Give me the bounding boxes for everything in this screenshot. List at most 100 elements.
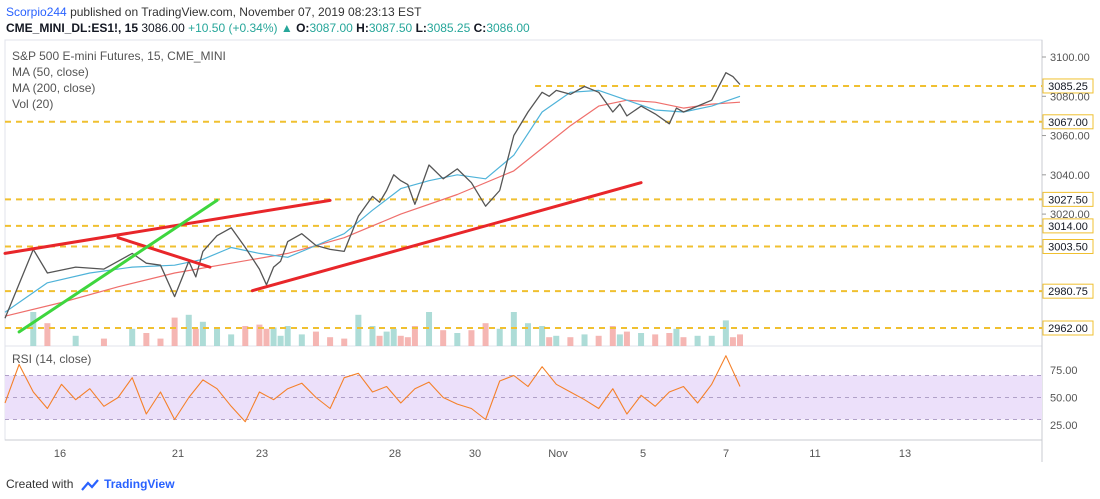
volume-bar [383,331,390,346]
volume-bar [277,335,284,346]
volume-bar [312,331,319,346]
volume-bar [397,335,404,346]
price-axis[interactable]: 3020.00 3040.00 3060.00 3080.00 3100.00 [1042,52,1090,221]
volume-bar [652,334,659,346]
volume-bar [553,335,560,346]
volume-bar [609,326,616,346]
ma50-path [4,89,741,313]
volume-bar [256,324,263,346]
ma200-legend[interactable]: MA (200, close) [12,81,95,95]
volume-bar [524,323,531,346]
rsi-band [5,375,1042,420]
ma200-line [4,99,741,317]
volume-bar [284,326,291,346]
rsi-axis-label: 50.00 [1050,393,1078,405]
tradingview-logo-icon [80,479,99,491]
volume-bar [694,335,701,346]
level-price-label: 3085.25 [1048,81,1088,93]
volume-bar [341,338,348,346]
rsi-axis: 25.00 50.00 75.00 [1050,365,1078,432]
price-axis-label: 3020.00 [1050,209,1090,221]
vol-legend[interactable]: Vol (20) [12,97,53,111]
ma50-legend[interactable]: MA (50, close) [12,65,89,79]
chart-header: Scorpio244 published on TradingView.com,… [0,0,1100,40]
price-axis-label: 3100.00 [1050,52,1090,64]
volume-bar [581,334,588,346]
high-value: 3087.50 [368,21,413,35]
volume-bar [355,314,362,346]
volume-bar [404,337,411,346]
volume-bar [729,337,736,346]
rsi-line [4,355,741,423]
trendline-red [3,198,332,255]
volume-bar [100,338,107,346]
volume-bar [242,326,249,346]
time-axis[interactable]: 16 21 23 28 30 Nov 5 7 11 13 [54,448,911,460]
chart-canvas[interactable]: 3085.25 3067.00 3027.50 3014.00 3003.50 2980.… [0,0,1100,470]
open-value: 3087.00 [309,21,353,35]
volume-bar [171,317,178,346]
time-axis-label: 11 [809,448,820,460]
volume-bar [623,331,630,346]
volume-bar [482,323,489,346]
rsi-axis-label: 25.00 [1050,420,1078,432]
volume-bar [143,333,150,346]
volume-bar [157,338,164,346]
high-label: H: [356,21,369,35]
volume-bar [376,335,383,346]
volume-bar [192,328,199,346]
volume-bar [228,334,235,346]
created-with-text: Created with [6,477,74,491]
time-axis-label: 21 [172,448,184,460]
trendlines[interactable] [3,181,643,334]
time-axis-label: 5 [640,448,646,460]
volume-bar [567,337,574,346]
volume-bar [369,326,376,346]
low-value: 3085.25 [426,21,471,35]
footer: Created with TradingView [6,477,175,491]
volume-bar [722,320,729,346]
volume-bar [327,337,334,346]
level-price-label: 3067.00 [1048,117,1088,129]
time-axis-label: 23 [256,448,268,460]
price-series [4,72,741,319]
trendline-red [116,236,212,269]
main-pane[interactable] [4,39,1043,347]
volume-bar [30,312,37,346]
time-axis-label: Nov [548,448,568,460]
close-value: 3086.00 [486,21,530,35]
volume-bar [263,328,270,346]
level-price-tag [1042,239,1094,255]
volume-bar [199,321,206,346]
time-axis-label: 7 [723,448,729,460]
published-text: published on TradingView.com, November 0… [70,5,422,19]
last-price: 3086.00 [141,21,185,35]
volume-bar [496,328,503,346]
volume-bar [426,312,433,346]
volume-bar [214,328,221,346]
price-axis-label: 3040.00 [1050,170,1090,182]
up-arrow-icon: ▲ [280,21,293,35]
ma50-line [4,89,741,313]
volume-bar [298,334,305,346]
level-price-label: 2962.00 [1048,323,1088,335]
price-path [4,164,501,319]
rsi-axis-label: 75.00 [1050,365,1078,377]
rsi-legend[interactable]: RSI (14, close) [12,352,91,366]
rsi-path [4,355,741,423]
tradingview-brand[interactable]: TradingView [104,477,175,491]
chart-title: S&P 500 E-mini Futures, 15, CME_MINI [12,49,226,63]
trendline-red [250,181,643,293]
price-path [499,72,741,191]
volume-bar [737,334,743,346]
publish-info: Scorpio244 published on TradingView.com,… [6,5,421,19]
level-price-tag [1042,320,1094,336]
author-link[interactable]: Scorpio244 [6,5,67,19]
time-axis-label: 28 [389,448,401,460]
volume-bar [616,334,623,346]
volume-bar [468,330,475,346]
volume-bar [411,326,418,346]
volume-bar [390,328,397,346]
volume-bar [440,330,447,346]
symbol-name: CME_MINI_DL:ES1!, 15 [6,21,139,35]
